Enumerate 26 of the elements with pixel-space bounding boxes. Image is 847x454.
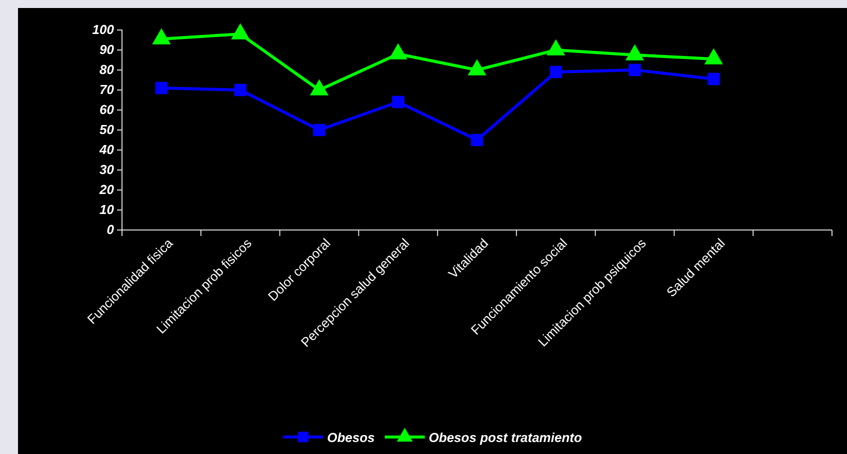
y-tick-label: 0 <box>106 222 115 238</box>
y-tick-label: 50 <box>100 122 115 138</box>
point <box>546 39 566 56</box>
y-tick-label: 30 <box>100 162 115 178</box>
point <box>470 134 484 146</box>
y-tick-label: 60 <box>100 102 115 118</box>
point <box>388 43 408 60</box>
legend-label: Obesos <box>327 430 375 445</box>
point <box>155 82 168 94</box>
point <box>231 23 250 40</box>
point <box>234 84 246 96</box>
point <box>625 44 644 60</box>
y-tick-label: 40 <box>98 142 115 158</box>
point <box>468 59 486 76</box>
y-tick-label: 90 <box>100 42 115 58</box>
point <box>152 28 171 44</box>
point <box>708 72 720 86</box>
y-tick-label: 80 <box>100 62 115 78</box>
y-tick-label: 100 <box>92 22 115 38</box>
legend-label: Obesos post tratamiento <box>428 430 582 445</box>
y-tick-label: 70 <box>100 82 115 98</box>
point <box>392 96 404 108</box>
y-tick-label: 10 <box>100 202 115 218</box>
y-tick-label: 20 <box>98 182 115 198</box>
point <box>704 48 723 64</box>
point <box>313 124 326 136</box>
